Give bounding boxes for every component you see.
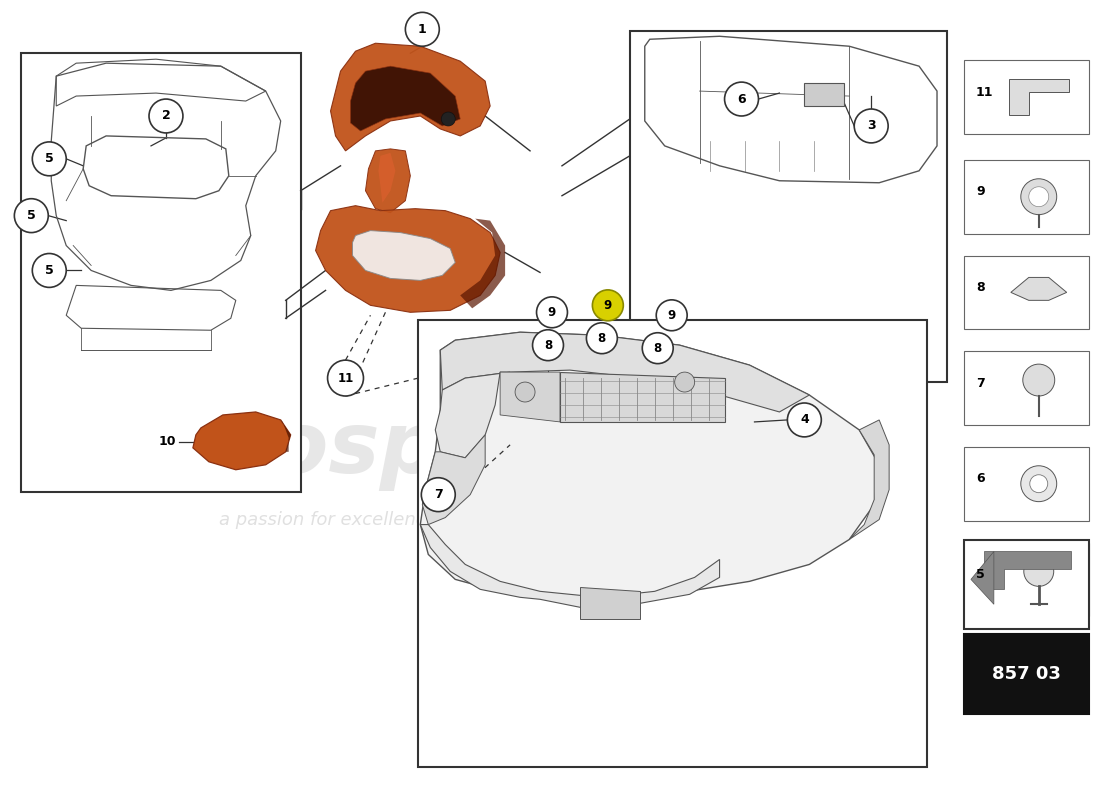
Text: 9: 9 (604, 299, 612, 312)
Polygon shape (500, 372, 560, 422)
Circle shape (1024, 557, 1054, 586)
Polygon shape (352, 230, 455, 281)
FancyBboxPatch shape (964, 160, 1089, 234)
Text: 5: 5 (976, 568, 984, 581)
Circle shape (586, 322, 617, 354)
Text: 8: 8 (543, 338, 552, 352)
Circle shape (1021, 466, 1057, 502)
Text: 1: 1 (418, 22, 427, 36)
FancyBboxPatch shape (964, 255, 1089, 330)
Circle shape (788, 403, 822, 437)
Text: 4: 4 (800, 414, 808, 426)
Circle shape (32, 142, 66, 176)
Circle shape (148, 99, 183, 133)
Circle shape (657, 300, 688, 330)
Polygon shape (1009, 79, 1069, 115)
Text: 5: 5 (26, 209, 35, 222)
Polygon shape (804, 83, 845, 106)
FancyBboxPatch shape (964, 634, 1089, 714)
Text: 8: 8 (976, 281, 984, 294)
FancyBboxPatch shape (964, 539, 1089, 630)
Text: 9: 9 (976, 186, 984, 198)
Text: 10: 10 (158, 435, 176, 448)
Circle shape (515, 382, 535, 402)
Text: 7: 7 (433, 488, 442, 501)
Polygon shape (460, 218, 505, 308)
Circle shape (593, 290, 624, 321)
Polygon shape (436, 372, 510, 458)
Polygon shape (560, 372, 725, 422)
Circle shape (328, 360, 363, 396)
Circle shape (406, 12, 439, 46)
Circle shape (1023, 364, 1055, 396)
Text: 8: 8 (597, 332, 606, 345)
Text: 11: 11 (976, 86, 993, 98)
Circle shape (1028, 186, 1048, 206)
Circle shape (32, 254, 66, 287)
Circle shape (725, 82, 759, 116)
Polygon shape (192, 412, 290, 470)
FancyBboxPatch shape (964, 351, 1089, 425)
Text: 5: 5 (45, 152, 54, 166)
Polygon shape (971, 551, 994, 604)
Text: 5: 5 (45, 264, 54, 277)
Circle shape (855, 109, 888, 143)
Polygon shape (440, 332, 810, 412)
FancyBboxPatch shape (418, 320, 927, 766)
FancyBboxPatch shape (21, 54, 300, 492)
FancyBboxPatch shape (964, 542, 1089, 616)
Circle shape (1030, 474, 1047, 493)
Polygon shape (983, 551, 1070, 590)
Circle shape (642, 333, 673, 364)
Text: 7: 7 (976, 377, 984, 390)
Text: 3: 3 (867, 119, 876, 133)
Text: 11: 11 (338, 371, 353, 385)
Text: 9: 9 (548, 306, 557, 319)
Text: 6: 6 (737, 93, 746, 106)
Circle shape (537, 297, 568, 328)
Circle shape (441, 112, 455, 126)
Polygon shape (849, 420, 889, 539)
FancyBboxPatch shape (630, 31, 947, 382)
Polygon shape (365, 149, 410, 213)
FancyBboxPatch shape (964, 60, 1089, 134)
Text: eurospares: eurospares (108, 408, 652, 491)
Polygon shape (280, 420, 290, 452)
Polygon shape (580, 587, 640, 619)
Text: 857 03: 857 03 (992, 665, 1060, 683)
Polygon shape (422, 435, 485, 525)
FancyBboxPatch shape (964, 447, 1089, 521)
Text: 8: 8 (653, 342, 662, 354)
Polygon shape (420, 332, 879, 599)
Circle shape (421, 478, 455, 512)
Circle shape (1021, 178, 1057, 214)
Polygon shape (351, 66, 460, 131)
Text: 2: 2 (162, 110, 170, 122)
Circle shape (532, 330, 563, 361)
Polygon shape (378, 153, 395, 202)
Text: 9: 9 (668, 309, 675, 322)
Circle shape (14, 198, 48, 233)
Polygon shape (331, 43, 491, 151)
Text: 6: 6 (976, 472, 984, 486)
Text: a passion for excellence since 1985: a passion for excellence since 1985 (219, 510, 541, 529)
Polygon shape (316, 206, 500, 312)
Circle shape (674, 372, 694, 392)
Polygon shape (1011, 278, 1067, 300)
Polygon shape (420, 525, 719, 607)
